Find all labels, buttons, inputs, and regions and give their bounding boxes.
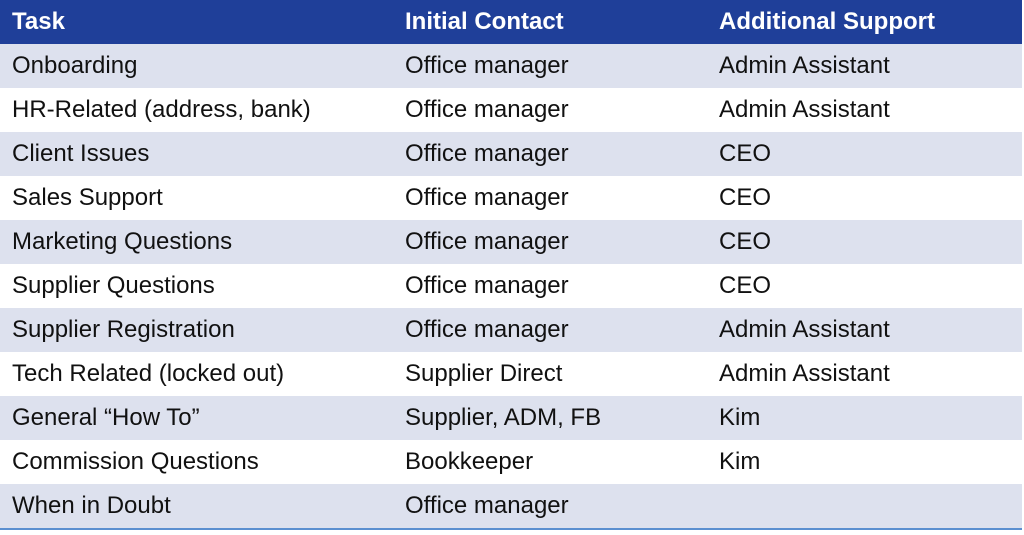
cell-additional-support: Admin Assistant <box>719 96 890 123</box>
cell-initial-contact: Office manager <box>405 184 569 211</box>
cell-initial-contact: Supplier, ADM, FB <box>405 404 602 431</box>
cell-task: Supplier Registration <box>12 316 235 343</box>
cell-additional-support: CEO <box>719 184 772 211</box>
header-additional-support: Additional Support <box>719 8 935 35</box>
table-row: When in Doubt Office manager <box>0 484 1022 528</box>
cell-initial-contact: Office manager <box>405 140 569 167</box>
header-task: Task <box>12 8 65 35</box>
cell-task: HR-Related (address, bank) <box>12 96 311 123</box>
cell-task: Onboarding <box>12 52 138 79</box>
cell-additional-support: Kim <box>719 448 761 475</box>
cell-task: General “How To” <box>12 404 200 431</box>
cell-additional-support: Admin Assistant <box>719 316 890 343</box>
cell-additional-support: CEO <box>719 228 772 255</box>
table-row: Supplier Questions Office manager CEO <box>0 264 1022 308</box>
cell-task: When in Doubt <box>12 492 171 519</box>
table-row: Marketing Questions Office manager CEO <box>0 220 1022 264</box>
table-row: General “How To” Supplier, ADM, FB Kim <box>0 396 1022 440</box>
table-row: Sales Support Office manager CEO <box>0 176 1022 220</box>
cell-initial-contact: Office manager <box>405 272 569 299</box>
cell-initial-contact: Office manager <box>405 316 569 343</box>
table-bottom-rule <box>0 528 1022 530</box>
cell-initial-contact: Office manager <box>405 96 569 123</box>
cell-additional-support: Admin Assistant <box>719 360 890 387</box>
cell-additional-support: CEO <box>719 272 772 299</box>
cell-task: Marketing Questions <box>12 228 233 255</box>
table-row: HR-Related (address, bank) Office manage… <box>0 88 1022 132</box>
table-row: Onboarding Office manager Admin Assistan… <box>0 44 1022 88</box>
table-row: Commission Questions Bookkeeper Kim <box>0 440 1022 484</box>
cell-task: Supplier Questions <box>12 272 215 299</box>
cell-additional-support: CEO <box>719 140 772 167</box>
table-row: Tech Related (locked out) Supplier Direc… <box>0 352 1022 396</box>
table-row: Client Issues Office manager CEO <box>0 132 1022 176</box>
header-initial-contact: Initial Contact <box>405 8 564 35</box>
cell-additional-support: Admin Assistant <box>719 52 890 79</box>
cell-task: Commission Questions <box>12 448 259 475</box>
table-row: Supplier Registration Office manager Adm… <box>0 308 1022 352</box>
cell-initial-contact: Office manager <box>405 228 569 255</box>
cell-task: Sales Support <box>12 184 163 211</box>
cell-initial-contact: Supplier Direct <box>405 360 563 387</box>
cell-initial-contact: Office manager <box>405 492 569 519</box>
cell-task: Tech Related (locked out) <box>12 360 285 387</box>
cell-additional-support: Kim <box>719 404 761 431</box>
table-header-row: Task Initial Contact Additional Support <box>0 0 1022 44</box>
cell-initial-contact: Office manager <box>405 52 569 79</box>
cell-task: Client Issues <box>12 140 150 167</box>
cell-initial-contact: Bookkeeper <box>405 448 534 475</box>
